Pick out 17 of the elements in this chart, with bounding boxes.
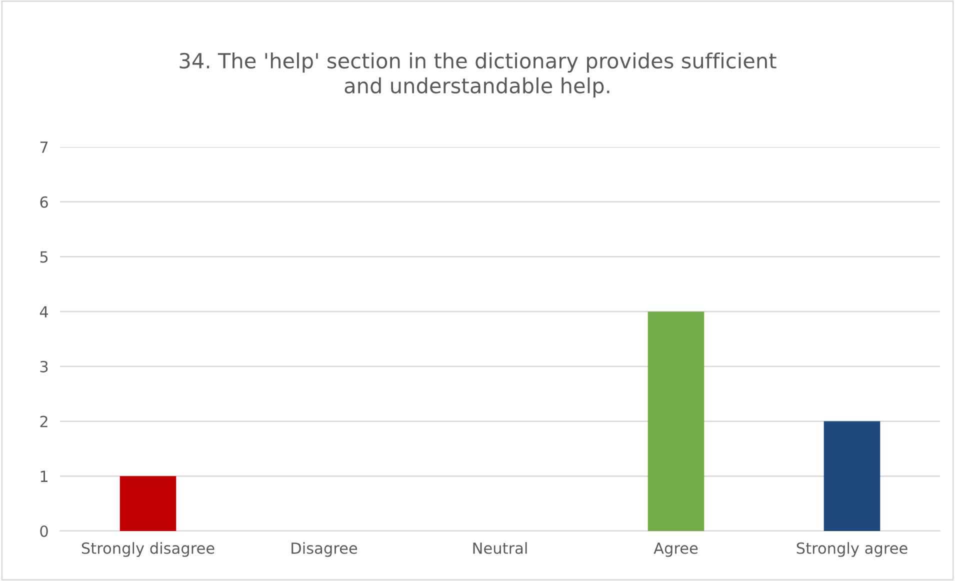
y-tick-label: 5 bbox=[40, 251, 48, 263]
x-tick-label: Neutral bbox=[473, 542, 527, 554]
y-tick-label: 1 bbox=[40, 470, 48, 482]
x-tick-label: Strongly disagree bbox=[82, 542, 214, 557]
y-tick-label: 6 bbox=[40, 196, 48, 208]
x-tick-label: Strongly agree bbox=[796, 542, 908, 557]
y-tick-label: 4 bbox=[40, 306, 48, 318]
y-tick-label: 0 bbox=[40, 525, 48, 538]
y-tick-label: 7 bbox=[40, 142, 48, 153]
x-tick-label: Disagree bbox=[292, 542, 358, 557]
x-tick-label: Agree bbox=[654, 542, 698, 557]
bar bbox=[120, 476, 176, 531]
bar bbox=[824, 421, 880, 531]
y-tick-label: 2 bbox=[40, 416, 48, 428]
bar bbox=[648, 312, 704, 531]
y-tick-label: 3 bbox=[40, 360, 48, 372]
chart-title: 34. The 'help' section in the dictionary provides sufficient and understandable help. bbox=[180, 52, 776, 98]
